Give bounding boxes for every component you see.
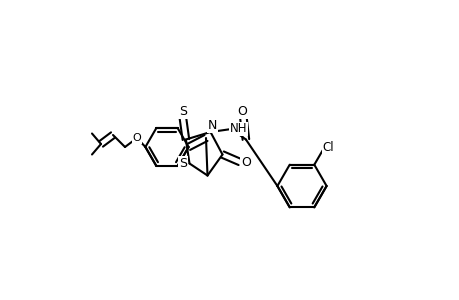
Text: O: O <box>241 155 250 169</box>
Text: O: O <box>237 105 247 118</box>
Text: Cl: Cl <box>322 141 333 154</box>
Text: N: N <box>208 119 217 133</box>
Text: NH: NH <box>230 122 247 136</box>
Text: S: S <box>179 157 186 170</box>
Text: O: O <box>132 133 141 143</box>
Text: S: S <box>179 105 186 118</box>
